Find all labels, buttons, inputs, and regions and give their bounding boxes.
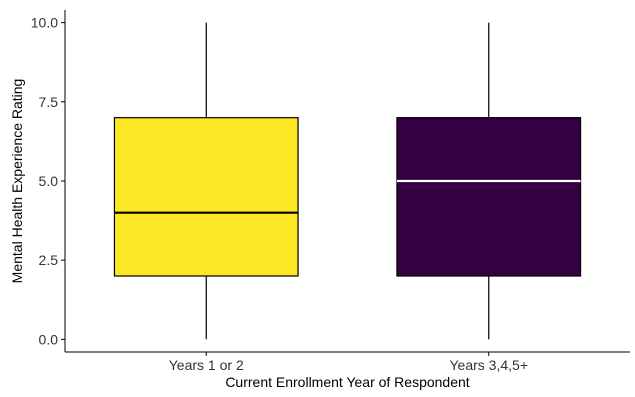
y-axis-title: Mental Health Experience Rating <box>9 79 25 284</box>
box-rect <box>396 117 582 277</box>
x-tick-label: Years 1 or 2 <box>169 357 244 373</box>
x-axis-title: Current Enrollment Year of Respondent <box>225 374 469 390</box>
boxes-layer <box>113 22 582 340</box>
y-tick-label: 10.0 <box>31 15 58 31</box>
y-ticks: 0.0 2.5 5.0 7.5 10.0 <box>31 15 65 347</box>
y-tick-label: 2.5 <box>39 252 59 268</box>
x-tick-label: Years 3,4,5+ <box>450 357 529 373</box>
box-rect <box>113 117 299 277</box>
y-tick-label: 5.0 <box>39 173 59 189</box>
y-tick-label: 7.5 <box>39 94 59 110</box>
box-group <box>396 22 582 340</box>
y-tick-label: 0.0 <box>39 331 59 347</box>
box-group <box>113 22 299 340</box>
x-ticks: Years 1 or 2 Years 3,4,5+ <box>169 352 528 373</box>
